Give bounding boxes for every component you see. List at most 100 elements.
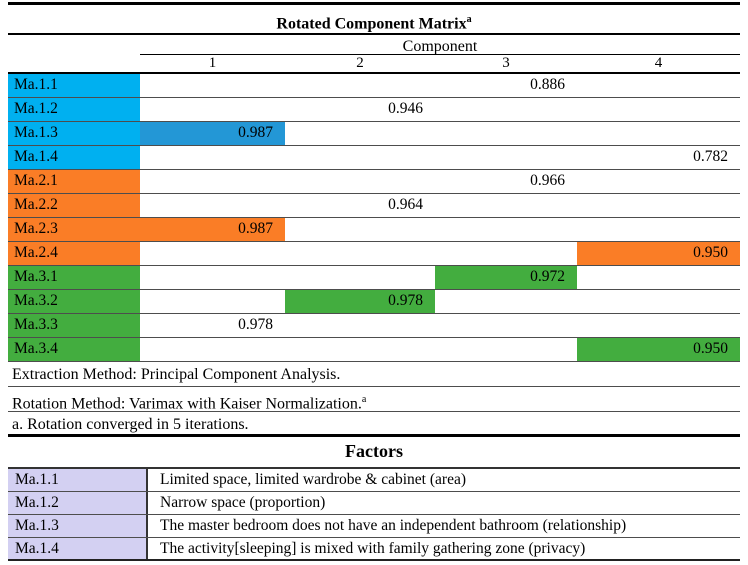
matrix-value-cell — [285, 122, 435, 145]
matrix-value-cell: 0.946 — [388, 100, 423, 117]
matrix-row-label: Ma.3.4 — [8, 338, 140, 361]
matrix-value-cell: 0.964 — [388, 196, 423, 213]
matrix-value-cell: 0.950 — [577, 242, 740, 265]
matrix-value-cell — [577, 266, 740, 289]
matrix-value-cell — [577, 98, 740, 121]
matrix-value-cell: 0.966 — [530, 172, 565, 189]
matrix-value-cell — [435, 98, 577, 121]
column-header: 1 — [208, 55, 217, 71]
matrix-value-cell: 0.972 — [435, 266, 577, 289]
factor-description-cell: Narrow space (proportion) — [160, 494, 326, 511]
matrix-value-cell: 0.978 — [238, 316, 273, 333]
matrix-row: Ma.1.1 0.886 — [8, 74, 740, 98]
footnote-text: Rotation Method: Varimax with Kaiser Nor… — [12, 395, 362, 413]
matrix-title-footnote-marker: a — [466, 14, 472, 25]
factor-label-cell: Ma.1.2 — [8, 492, 148, 514]
matrix-value-cell — [140, 338, 285, 361]
matrix-value-cell — [140, 98, 285, 121]
matrix-row-label: Ma.2.3 — [8, 218, 140, 241]
matrix-value-cell — [140, 74, 285, 97]
matrix-value-cell — [435, 290, 577, 313]
matrix-value-cell — [435, 146, 577, 169]
factors-row: Ma.1.4 The activity[sleeping] is mixed wi… — [8, 538, 740, 561]
matrix-value-cell — [285, 170, 435, 193]
matrix-row: Ma.1.4 0.782 — [8, 146, 740, 170]
matrix-value-cell — [435, 242, 577, 265]
matrix-value-cell — [577, 218, 740, 241]
matrix-row-label: Ma.1.3 — [8, 122, 140, 145]
column-headers: 1 2 3 4 — [140, 55, 740, 72]
matrix-value-cell — [140, 266, 285, 289]
matrix-row-label: Ma.3.3 — [8, 314, 140, 337]
matrix-footnote: a. Rotation converged in 5 iterations. — [8, 412, 740, 437]
matrix-value-cell: 0.987 — [140, 122, 285, 145]
matrix-row: Ma.3.1 0.972 — [8, 266, 740, 290]
matrix-title: Rotated Component Matrixa — [8, 5, 740, 35]
matrix-row: Ma.3.2 0.978 — [8, 290, 740, 314]
matrix-row-label: Ma.2.2 — [8, 194, 140, 217]
matrix-value-cell — [435, 122, 577, 145]
factors-row: Ma.1.2 Narrow space (proportion) — [8, 492, 740, 515]
matrix-row-label: Ma.1.1 — [8, 74, 140, 97]
matrix-row: Ma.3.4 0.950 — [8, 338, 740, 362]
factors-table: Ma.1.1 Limited space, limited wardrobe & … — [8, 467, 740, 561]
matrix-footnote: Extraction Method: Principal Component A… — [8, 362, 740, 387]
footnote-text: a. Rotation converged in 5 iterations. — [12, 416, 249, 433]
matrix-value-cell — [435, 194, 577, 217]
factor-description-cell: The master bedroom does not have an inde… — [160, 517, 627, 534]
matrix-value-cell — [577, 170, 740, 193]
factor-label-cell: Ma.1.3 — [8, 515, 148, 537]
matrix-value-cell — [140, 242, 285, 265]
matrix-row: Ma.1.2 0.946 — [8, 98, 740, 122]
matrix-value-cell — [577, 122, 740, 145]
factor-description-cell: Limited space, limited wardrobe & cabine… — [160, 471, 466, 488]
factors-row: Ma.1.3 The master bedroom does not have a… — [8, 515, 740, 538]
matrix-value-cell — [285, 338, 435, 361]
matrix-value-cell — [435, 218, 577, 241]
matrix-row-label: Ma.2.1 — [8, 170, 140, 193]
column-header: 2 — [356, 55, 364, 71]
matrix-footnotes: Extraction Method: Principal Component A… — [8, 362, 740, 437]
matrix-value-cell — [285, 314, 435, 337]
matrix-value-cell: 0.987 — [140, 218, 285, 241]
matrix-row-label: Ma.2.4 — [8, 242, 140, 265]
matrix-value-cell — [577, 194, 740, 217]
matrix-value-cell — [577, 290, 740, 313]
matrix-row-label: Ma.3.2 — [8, 290, 140, 313]
column-header: 3 — [502, 55, 510, 71]
column-header-row: 1 2 3 4 — [8, 55, 740, 74]
matrix-value-cell: 0.978 — [285, 290, 435, 313]
matrix-body: Ma.1.1 0.886 Ma.1.2 0.946 Ma.1.3 0.987 Ma.1.4 0… — [8, 74, 740, 362]
matrix-title-text: Rotated Component Matrix — [276, 15, 467, 33]
matrix-row: Ma.2.1 0.966 — [8, 170, 740, 194]
matrix-row-label: Ma.1.4 — [8, 146, 140, 169]
matrix-value-cell — [140, 194, 285, 217]
matrix-value-cell — [140, 290, 285, 313]
footnote-superscript: a — [361, 394, 367, 405]
matrix-value-cell — [285, 266, 435, 289]
matrix-value-cell — [140, 146, 285, 169]
matrix-value-cell — [140, 170, 285, 193]
factor-label-cell: Ma.1.4 — [8, 538, 148, 559]
component-group-header: Component — [140, 35, 740, 55]
matrix-value-cell — [285, 146, 435, 169]
matrix-value-cell — [285, 74, 435, 97]
matrix-value-cell — [285, 218, 435, 241]
matrix-row: Ma.1.3 0.987 — [8, 122, 740, 146]
matrix-value-cell — [577, 74, 740, 97]
matrix-footnote: Rotation Method: Varimax with Kaiser Nor… — [8, 387, 740, 412]
matrix-row-label: Ma.1.2 — [8, 98, 140, 121]
matrix-value-cell — [285, 242, 435, 265]
matrix-row: Ma.2.3 0.987 — [8, 218, 740, 242]
matrix-value-cell — [435, 314, 577, 337]
matrix-value-cell: 0.950 — [577, 338, 740, 361]
factor-description-cell: The activity[sleeping] is mixed with fam… — [160, 540, 586, 557]
matrix-value-cell — [435, 338, 577, 361]
column-header: 4 — [654, 55, 663, 71]
matrix-row: Ma.2.4 0.950 — [8, 242, 740, 266]
matrix-row-label: Ma.3.1 — [8, 266, 140, 289]
matrix-value-cell: 0.886 — [530, 76, 565, 93]
footnote-text: Extraction Method: Principal Component A… — [12, 366, 341, 383]
